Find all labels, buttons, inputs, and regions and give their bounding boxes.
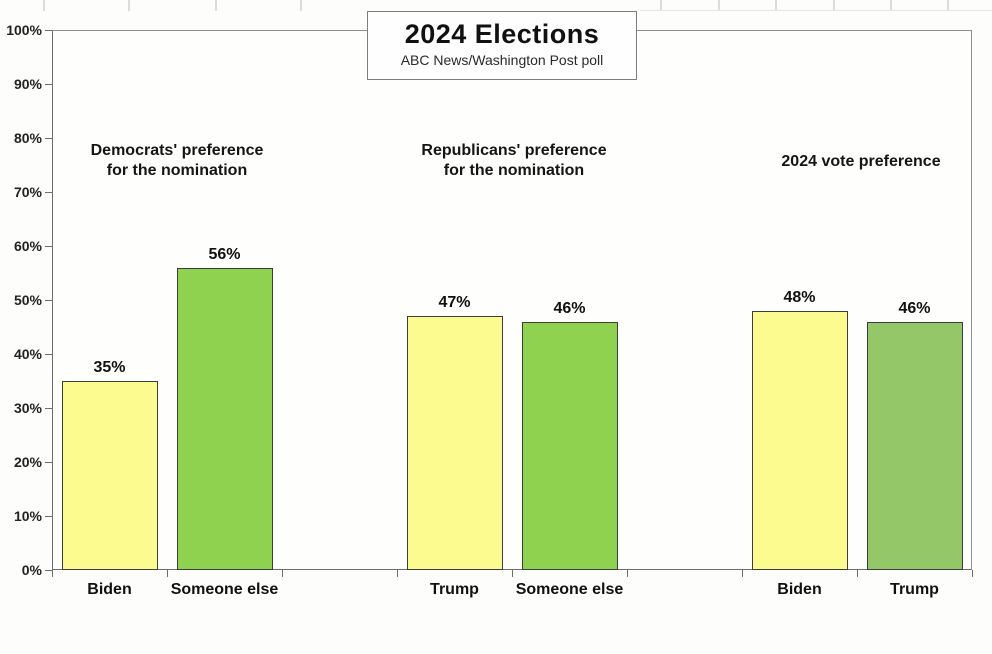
grid-artifact-dash <box>660 0 662 11</box>
y-axis-tick-mark <box>45 570 52 571</box>
bar-value-label: 46% <box>898 299 931 317</box>
bar-category-label: Trump <box>430 581 479 598</box>
grid-artifact-line <box>640 10 992 11</box>
grid-artifact-dash <box>775 0 777 11</box>
bar-trump <box>406 316 503 570</box>
y-axis-tick-mark <box>45 30 52 31</box>
x-axis-tick-mark <box>282 570 283 577</box>
x-axis-tick-mark <box>52 570 53 577</box>
bar-value-label: 46% <box>553 299 586 317</box>
y-axis-tick-mark <box>45 408 52 409</box>
group-title-line: 2024 vote preference <box>781 153 941 170</box>
bar-category-label: Biden <box>777 581 822 598</box>
bar-biden <box>61 381 158 570</box>
bar-trump <box>866 321 963 570</box>
group-title-line: for the nomination <box>443 162 585 179</box>
x-axis-tick-mark <box>857 570 858 577</box>
bar-value-label: 47% <box>438 294 471 312</box>
chart-title-box: 2024 Elections ABC News/Washington Post … <box>367 11 637 80</box>
bar-value-label: 56% <box>208 245 241 263</box>
y-axis-tick-label: 70% <box>13 184 42 200</box>
x-axis-tick-mark <box>742 570 743 577</box>
x-axis-tick-mark <box>397 570 398 577</box>
x-axis-tick-mark <box>167 570 168 577</box>
y-axis-tick-mark <box>45 84 52 85</box>
bar-category-label: Trump <box>890 581 939 598</box>
grid-artifact-dash <box>300 0 302 11</box>
group-title: Democrats' preference for the nomination <box>91 141 264 181</box>
bar-value-label: 48% <box>783 288 816 306</box>
y-axis-tick-label: 10% <box>13 508 42 524</box>
x-axis-tick-mark <box>627 570 628 577</box>
y-axis-tick-label: 0% <box>21 562 42 578</box>
y-axis-tick-label: 30% <box>13 400 42 416</box>
group-title-line: for the nomination <box>106 162 248 179</box>
x-axis-tick-mark <box>512 570 513 577</box>
grid-artifact-dash <box>718 0 720 11</box>
y-axis-tick-label: 40% <box>13 346 42 362</box>
y-axis-tick-mark <box>45 462 52 463</box>
bar-category-label: Someone else <box>515 581 624 598</box>
bar-category-label: Biden <box>87 581 132 598</box>
chart-title: 2024 Elections <box>404 19 600 49</box>
grid-artifact-dash <box>947 0 949 11</box>
bar-value-label: 35% <box>93 359 126 376</box>
grid-artifact-dash <box>215 0 217 11</box>
y-axis-tick-mark <box>45 354 52 355</box>
bar-someone-else <box>176 267 273 570</box>
group-title: Republicans' preference for the nominatio… <box>421 141 606 181</box>
grid-artifact-dash <box>128 0 130 11</box>
y-axis-tick-mark <box>45 246 52 247</box>
group-title-line: Republicans' preference <box>421 142 607 159</box>
grid-artifact-dash <box>890 0 892 11</box>
y-axis-tick-label: 90% <box>13 76 42 92</box>
y-axis-tick-label: 50% <box>13 292 42 308</box>
group-title-line: Democrats' preference <box>90 142 264 159</box>
group-title: 2024 vote preference <box>781 152 940 172</box>
y-axis-tick-label: 20% <box>13 454 42 470</box>
chart-subtitle: ABC News/Washington Post poll <box>400 52 604 68</box>
y-axis-tick-mark <box>45 516 52 517</box>
y-axis-tick-label: 80% <box>13 130 42 146</box>
y-axis-tick-mark <box>45 300 52 301</box>
y-axis-tick-label: 100% <box>6 22 42 38</box>
bar-category-label: Someone else <box>170 581 279 598</box>
bar-someone-else <box>521 321 618 570</box>
y-axis-tick-label: 60% <box>13 238 42 254</box>
y-axis-tick-mark <box>45 192 52 193</box>
x-axis-tick-mark <box>972 570 973 577</box>
bar-biden <box>751 310 848 570</box>
grid-artifact-dash <box>43 0 45 11</box>
y-axis-tick-mark <box>45 138 52 139</box>
grid-artifact-dash <box>833 0 835 11</box>
